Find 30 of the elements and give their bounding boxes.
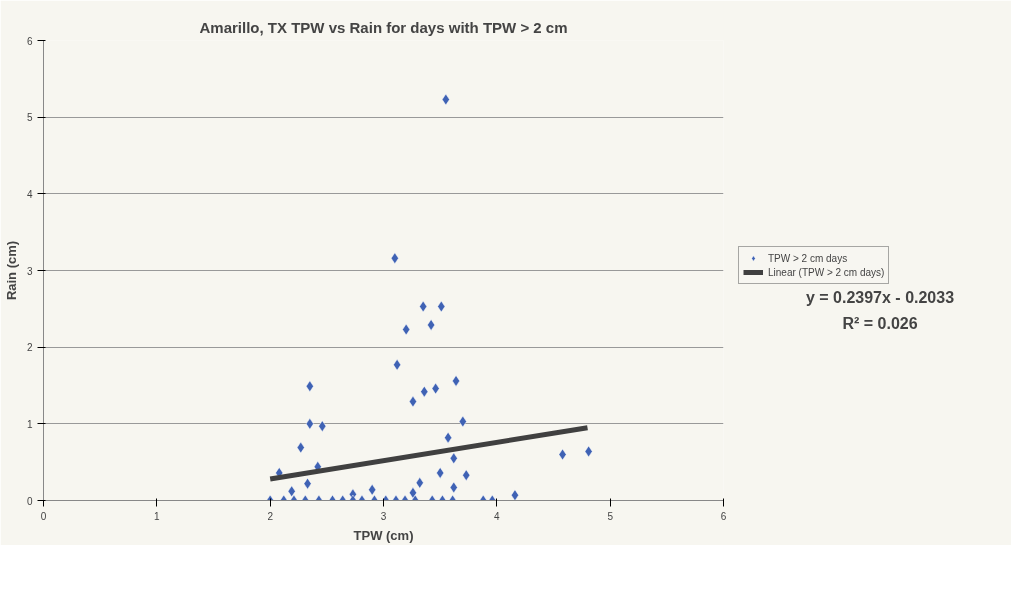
text: y = 0.2397x - 0.2033 (805, 289, 955, 306)
y-tick-label: 1 (26, 418, 33, 430)
x-tick-label: 2 (267, 510, 274, 522)
point (393, 359, 402, 371)
point (390, 252, 399, 264)
x-tick-label: 1 (154, 510, 161, 522)
y-tick-label: 0 (26, 495, 33, 507)
y-tick-label: 5 (26, 112, 33, 124)
x-tick-label: 6 (720, 510, 727, 522)
point (462, 469, 471, 481)
y-tick-label: 3 (26, 265, 33, 277)
point (318, 420, 327, 432)
text: R² = 0.026 (842, 315, 918, 332)
x-tick-label: 0 (40, 510, 47, 522)
legend-label: Linear (TPW > 2 cm days) (768, 265, 885, 279)
point (415, 477, 424, 489)
point (368, 484, 377, 496)
x-axis-title: TPW (cm) (353, 527, 414, 543)
x-tick-label: 3 (380, 510, 387, 522)
y-tick-label: 2 (26, 342, 33, 354)
point (427, 319, 436, 331)
y-axis-title: Rain (cm) (3, 240, 19, 301)
chart-title: Amarillo, TX TPW vs Rain for days with TPW > 2 cm (199, 18, 568, 36)
x-tick-label: 4 (494, 510, 501, 522)
y-tick-label: 6 (26, 35, 33, 47)
x-tick-label: 5 (607, 510, 614, 522)
point (436, 467, 445, 479)
point (305, 418, 314, 430)
y-tick-label: 4 (26, 188, 33, 200)
legend-label: TPW > 2 cm days (768, 251, 848, 265)
